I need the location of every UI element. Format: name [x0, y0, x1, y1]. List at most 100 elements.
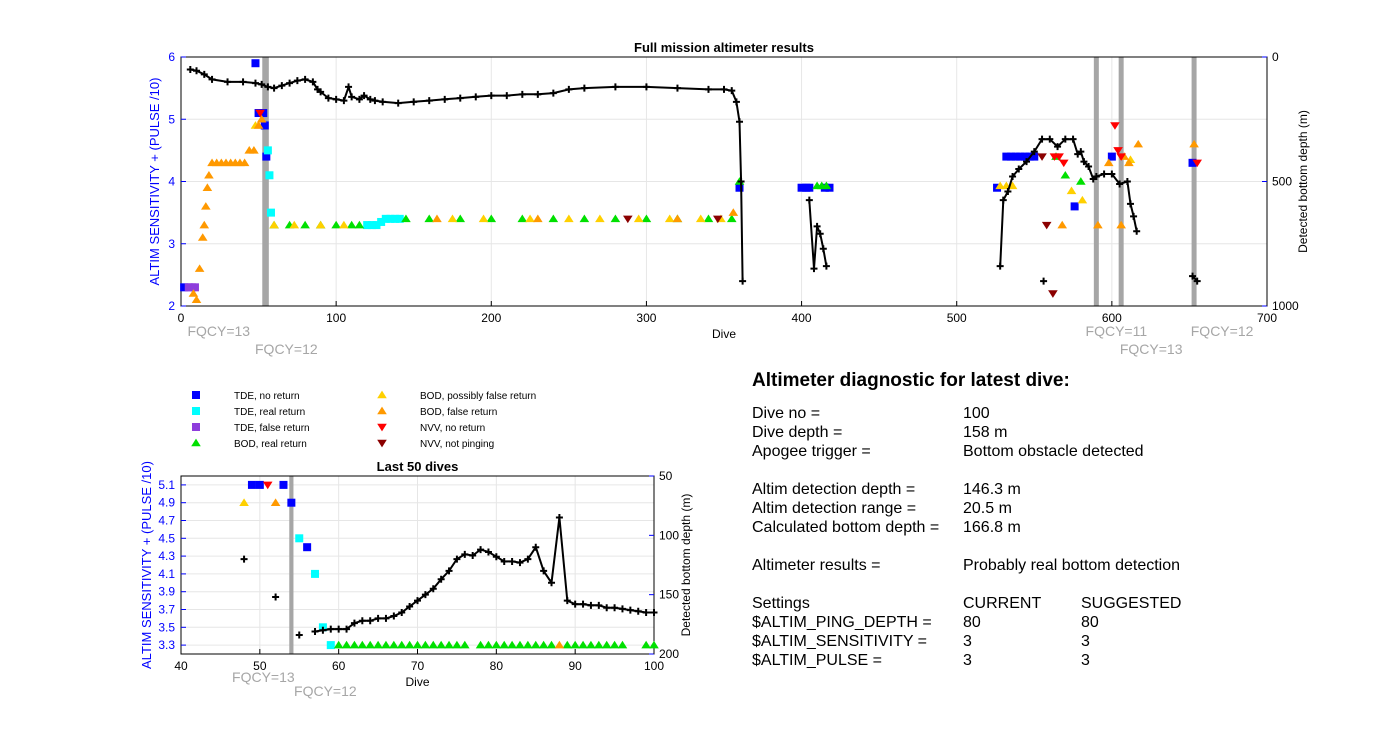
- bottom-depth-point: [1030, 148, 1038, 156]
- legend-label: TDE, real return: [234, 407, 305, 418]
- left-axis-tick-label: 4.3: [158, 549, 175, 563]
- data-point: [649, 640, 659, 649]
- setting-current: 3: [963, 633, 972, 650]
- right-axis-tick-label: 50: [659, 469, 673, 483]
- data-point: [188, 289, 199, 297]
- bottom-depth-point: [587, 601, 595, 609]
- left-axis-tick-label: 3.5: [158, 620, 175, 634]
- apogee-row: Apogee trigger = Bottom obstacle detected: [752, 442, 1312, 461]
- data-point: [346, 220, 357, 229]
- bottom-depth-point: [1108, 170, 1116, 178]
- bottom-depth-point: [1069, 135, 1077, 143]
- data-point: [190, 283, 199, 292]
- data-point: [249, 146, 259, 154]
- detection-depth-value: 146.3 m: [963, 481, 1021, 498]
- data-point: [424, 214, 435, 223]
- bottom-depth-point: [332, 95, 340, 103]
- legend-label: TDE, false return: [234, 423, 310, 434]
- data-point: [623, 215, 633, 224]
- x-axis-label: Dive: [405, 675, 429, 689]
- data-point: [641, 214, 652, 223]
- bottom-depth-point: [540, 567, 548, 575]
- setting-row: $ALTIM_PING_DEPTH = 80 80: [752, 613, 1312, 632]
- bottom-depth-point: [1092, 173, 1100, 181]
- bottom-depth-point: [311, 627, 319, 635]
- right-axis-tick-label: 500: [1272, 175, 1292, 189]
- bottom-depth-point: [580, 84, 588, 92]
- bottom-depth-point: [595, 601, 603, 609]
- data-point: [610, 214, 621, 223]
- bottom-depth-point: [571, 600, 579, 608]
- data-point: [995, 181, 1005, 190]
- data-point: [1116, 220, 1126, 229]
- bottom-depth-point: [379, 98, 387, 106]
- bottom-depth-point: [258, 80, 266, 88]
- bottom-depth-point: [611, 83, 619, 91]
- detection-depth-label: Altim detection depth =: [752, 481, 916, 498]
- bottom-depth-point: [999, 196, 1007, 204]
- bottom-depth-point: [1061, 135, 1069, 143]
- data-point: [1107, 152, 1116, 161]
- bottom-depth-point: [704, 85, 712, 93]
- left-axis-tick-label: 4.7: [158, 514, 175, 528]
- bottom-depth-point: [1189, 272, 1197, 280]
- calculated-bottom-value: 166.8 m: [963, 519, 1021, 536]
- bottom-depth-point: [286, 79, 294, 87]
- dive-depth-label: Dive depth =: [752, 424, 843, 441]
- data-point: [805, 183, 814, 192]
- data-point: [256, 114, 267, 123]
- legend-label: TDE, no return: [234, 391, 300, 402]
- bottom-depth-point: [301, 75, 309, 83]
- data-point: [255, 109, 265, 118]
- data-point: [191, 295, 202, 304]
- data-point: [389, 640, 399, 649]
- left-axis-label: ALTIM SENSITIVITY + (PULSE /10): [139, 461, 154, 669]
- x-axis-tick-label: 60: [332, 659, 346, 673]
- x-axis-tick-label: 700: [1257, 311, 1277, 325]
- bottom-depth-point: [1080, 158, 1088, 166]
- suggested-label: SUGGESTED: [1081, 595, 1182, 612]
- data-point: [247, 480, 256, 489]
- left-axis-tick-label: 3: [168, 237, 175, 251]
- bottom-depth-point: [484, 548, 492, 556]
- bottom-depth-point: [309, 78, 317, 86]
- bottom-depth-point: [516, 559, 524, 567]
- bottom-depth-point: [390, 612, 398, 620]
- x-axis-tick-label: 40: [174, 659, 188, 673]
- full-mission-chart: 2 3 4 5 6 0 500 1000 0 100 200 300 400 500 600 700 Full …: [147, 40, 1310, 357]
- bottom-depth-point: [343, 625, 351, 633]
- left-axis-tick-label: 3.3: [158, 638, 175, 652]
- bottom-depth-point: [1040, 277, 1048, 285]
- apogee-value: Bottom obstacle detected: [963, 443, 1144, 460]
- x-axis-tick-label: 100: [326, 311, 346, 325]
- calculated-bottom-row: Calculated bottom depth = 166.8 m: [752, 518, 1312, 537]
- bottom-depth-point: [508, 557, 516, 565]
- bottom-depth-point: [429, 585, 437, 593]
- data-point: [483, 640, 494, 649]
- data-point: [735, 183, 744, 192]
- data-point: [269, 220, 279, 229]
- bottom-depth-point: [618, 605, 626, 613]
- data-point: [712, 215, 723, 224]
- data-point: [1070, 202, 1079, 211]
- diagnostic-panel: Altimeter diagnostic for latest dive: Di…: [752, 371, 1312, 670]
- data-point: [239, 158, 250, 167]
- data-point: [201, 202, 211, 210]
- bottom-depth-point: [350, 619, 358, 627]
- data-point: [475, 640, 486, 649]
- legend-label: BOD, false return: [420, 407, 497, 418]
- data-point: [1060, 170, 1071, 179]
- dive-no-row: Dive no = 100: [752, 404, 1312, 423]
- results-row: Altimeter results = Probably real bottom …: [752, 556, 1312, 575]
- data-point: [664, 214, 675, 223]
- chart-title: Last 50 dives: [377, 459, 459, 474]
- bottom-depth-point: [441, 95, 449, 103]
- last-50-dives-chart: 3.3 3.5 3.7 3.9 4.1 4.3 4.5 4.7 4.9 5.1 50 100 150 20…: [139, 459, 693, 699]
- bottom-depth-point: [549, 89, 557, 97]
- frequency-label: FQCY=13: [1120, 341, 1183, 357]
- bottom-depth-point: [532, 543, 540, 551]
- data-point: [1188, 158, 1197, 167]
- left-axis-tick-label: 3.9: [158, 585, 175, 599]
- data-point: [395, 214, 404, 223]
